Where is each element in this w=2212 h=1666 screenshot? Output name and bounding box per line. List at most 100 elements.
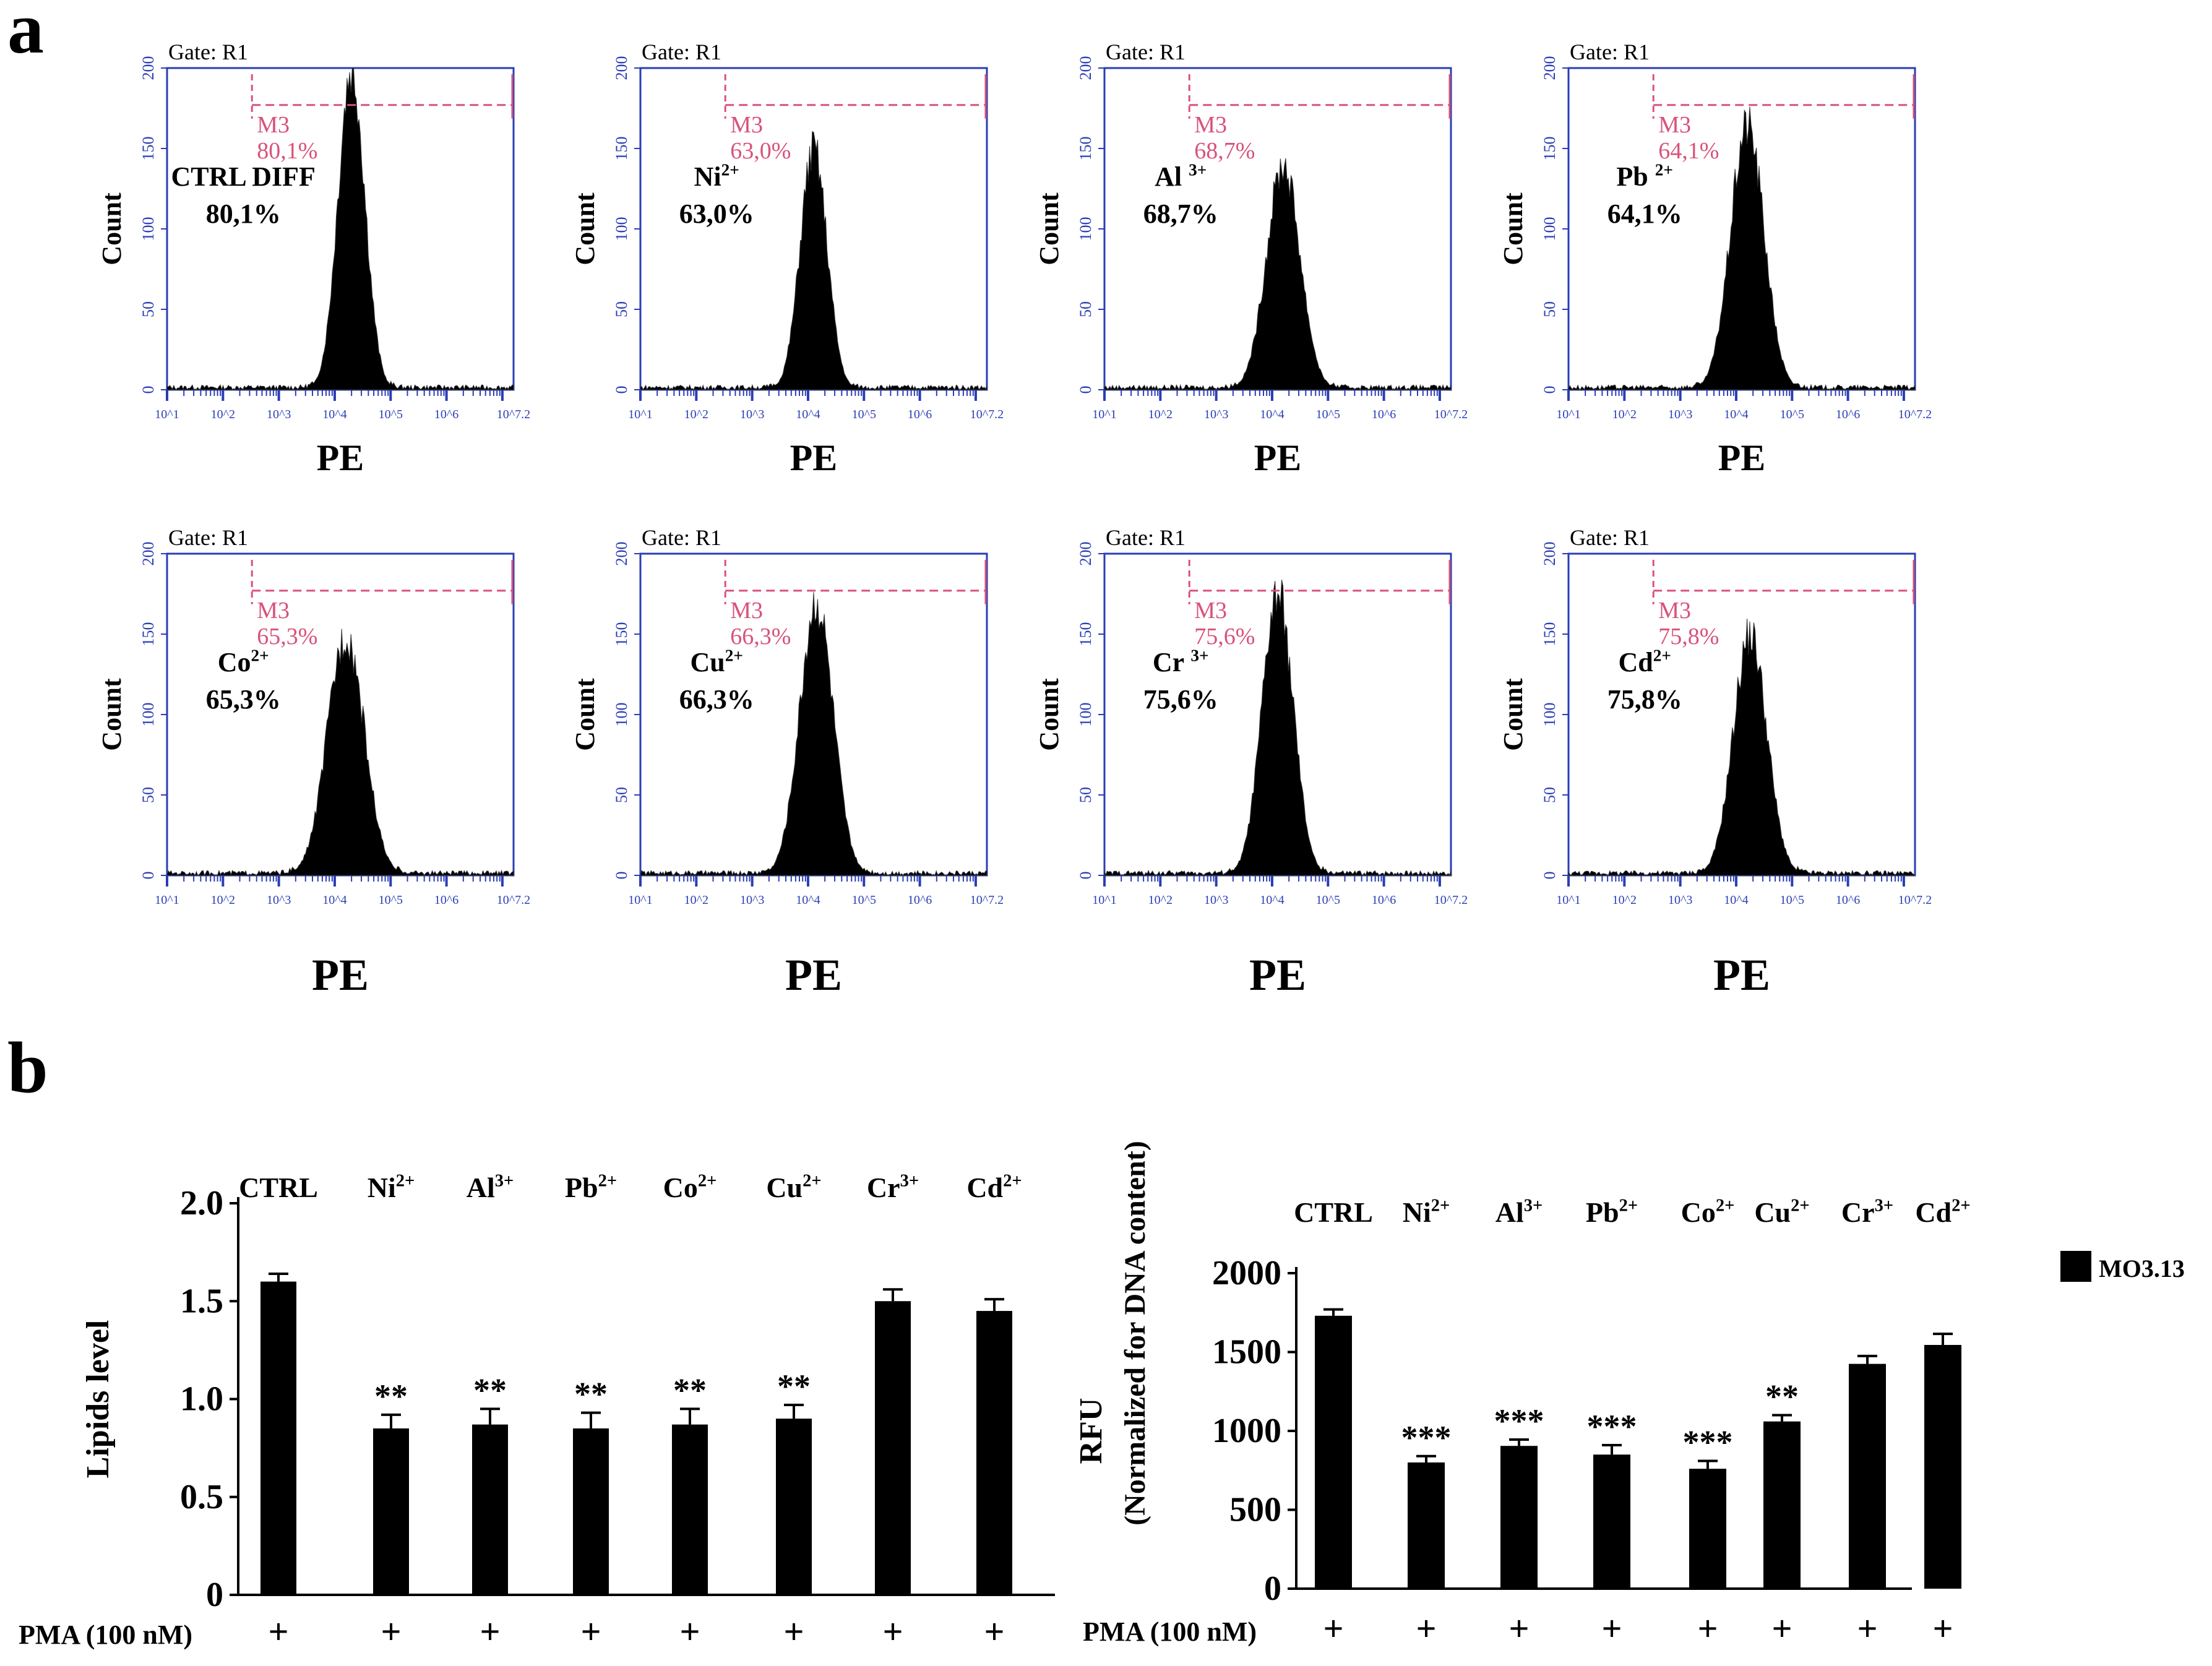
y-tick-label: 0 — [1077, 872, 1095, 880]
gate-label: Gate: R1 — [1106, 525, 1186, 550]
x-tick-label: 10^4 — [322, 893, 346, 907]
bar — [1763, 1421, 1801, 1589]
y-tick-label: 200 — [139, 56, 157, 80]
x-tick-label: 10^6 — [434, 893, 458, 907]
bar — [260, 1281, 296, 1595]
sample-percentage: 75,8% — [1607, 684, 1682, 715]
y-tick-label: 150 — [1077, 622, 1095, 646]
bar — [373, 1428, 409, 1595]
x-tick-label: 10^7.2 — [970, 893, 1004, 907]
gate-label: Gate: R1 — [168, 525, 248, 550]
y-tick-label: 1.5 — [180, 1282, 223, 1320]
bar — [1924, 1345, 1961, 1589]
legend-label: MO3.13 — [2099, 1255, 2185, 1282]
y-axis-label: Count — [97, 192, 127, 265]
category-label: CTRL — [1294, 1196, 1373, 1228]
x-tick-label: 10^5 — [1780, 408, 1804, 421]
marker-label: M3 — [257, 598, 290, 624]
x-tick-label: 10^3 — [1204, 408, 1228, 421]
y-axis-label: Count — [1498, 678, 1528, 751]
significance-label: *** — [1683, 1423, 1733, 1461]
x-tick-label: 10^5 — [1316, 893, 1340, 907]
y-axis-label-secondary: (Normalized for DNA content) — [1119, 1141, 1151, 1526]
x-tick-label: 10^6 — [434, 408, 458, 421]
category-label-base: Al — [1495, 1196, 1524, 1228]
panel-label-b: b — [7, 1027, 48, 1108]
x-tick-label: 10^4 — [322, 408, 346, 421]
y-tick-label: 150 — [613, 622, 630, 646]
y-tick-label: 200 — [1541, 542, 1559, 566]
marker-value: 80,1% — [257, 138, 317, 164]
bar — [875, 1301, 911, 1595]
category-label-base: Cd — [1915, 1196, 1952, 1228]
x-tick-label: 10^1 — [155, 408, 179, 421]
pma-mark: + — [1601, 1608, 1622, 1649]
category-label-base: Co — [1681, 1196, 1716, 1228]
bar — [672, 1424, 708, 1595]
sample-label-base: Ni — [694, 161, 721, 192]
sample-label-sup: 3+ — [1190, 646, 1208, 664]
y-tick-label: 50 — [139, 787, 157, 803]
y-tick-label: 200 — [613, 542, 630, 566]
sample-label-base: Cu — [690, 647, 725, 677]
histogram-panel: Gate: R1 0 50 100 150 200 Count 10^1 10^2 10^3 10^… — [570, 40, 1004, 478]
pma-mark: + — [268, 1612, 288, 1652]
gate-label: Gate: R1 — [642, 525, 721, 550]
pma-label: PMA (100 nM) — [1083, 1617, 1257, 1647]
sample-label-sup: 2+ — [1655, 160, 1673, 179]
y-axis-label: Count — [570, 678, 600, 751]
y-axis-label: Count — [1034, 678, 1064, 751]
sample-percentage: 75,6% — [1143, 684, 1218, 715]
y-tick-label: 200 — [1077, 542, 1095, 566]
gate-label: Gate: R1 — [168, 40, 248, 64]
y-tick-label: 2000 — [1212, 1254, 1281, 1292]
x-tick-label: 10^4 — [1724, 893, 1748, 907]
marker-value: 64,1% — [1658, 138, 1719, 164]
category-label: CTRL — [239, 1172, 318, 1203]
y-tick-label: 0 — [139, 872, 157, 880]
y-tick-label: 200 — [1541, 56, 1559, 80]
y-tick-label: 2.0 — [180, 1184, 223, 1222]
y-tick-label: 200 — [139, 542, 157, 566]
category-label-sup: 2+ — [698, 1172, 717, 1191]
y-axis-label: Count — [570, 192, 600, 265]
y-tick-label: 0 — [613, 386, 630, 394]
category-label-base: Cd — [966, 1172, 1003, 1203]
category-label: Al3+ — [467, 1172, 514, 1203]
pma-mark: + — [1932, 1608, 1953, 1649]
x-tick-label: 10^3 — [1668, 408, 1692, 421]
sample-percentage: 66,3% — [679, 684, 754, 715]
sample-label: Cd2+ — [1618, 646, 1671, 677]
pma-mark: + — [679, 1612, 700, 1652]
x-tick-label: 10^2 — [684, 893, 708, 907]
y-tick-label: 200 — [613, 56, 630, 80]
x-axis-label: PE — [790, 437, 838, 478]
bar — [1315, 1315, 1352, 1589]
sample-label-base: CTRL DIFF — [171, 161, 315, 192]
sample-label-base: Cd — [1618, 647, 1653, 677]
x-tick-label: 10^6 — [908, 893, 932, 907]
x-tick-label: 10^5 — [1316, 408, 1340, 421]
bar — [1408, 1462, 1445, 1589]
histogram-distribution — [1568, 618, 1916, 877]
pma-mark: + — [1323, 1608, 1343, 1649]
histogram-panel: Gate: R1 0 50 100 150 200 Count 10^1 10^2 10^3 10^… — [1034, 40, 1468, 478]
sample-label: Al 3+ — [1155, 160, 1207, 192]
category-label-base: Co — [663, 1172, 698, 1203]
category-label: Pb2+ — [1586, 1196, 1638, 1228]
pma-mark: + — [783, 1612, 804, 1652]
histogram-panel: Gate: R1 0 50 100 150 200 Count 10^1 10^2 10^3 10^… — [97, 525, 530, 1000]
x-tick-label: 10^1 — [1092, 408, 1116, 421]
category-label-base: Pb — [565, 1172, 598, 1203]
significance-label: ** — [473, 1372, 507, 1409]
marker-value: 75,8% — [1658, 624, 1719, 650]
histogram-panel: Gate: R1 0 50 100 150 200 Count 10^1 10^2 10^3 10^… — [1498, 525, 1932, 1000]
x-axis-label: PE — [1254, 437, 1302, 478]
pma-mark: + — [1771, 1608, 1792, 1649]
y-tick-label: 150 — [1541, 622, 1559, 646]
x-tick-label: 10^7.2 — [497, 893, 530, 907]
x-tick-label: 10^2 — [1612, 408, 1637, 421]
y-tick-label: 150 — [139, 622, 157, 646]
y-tick-label: 200 — [1077, 56, 1095, 80]
